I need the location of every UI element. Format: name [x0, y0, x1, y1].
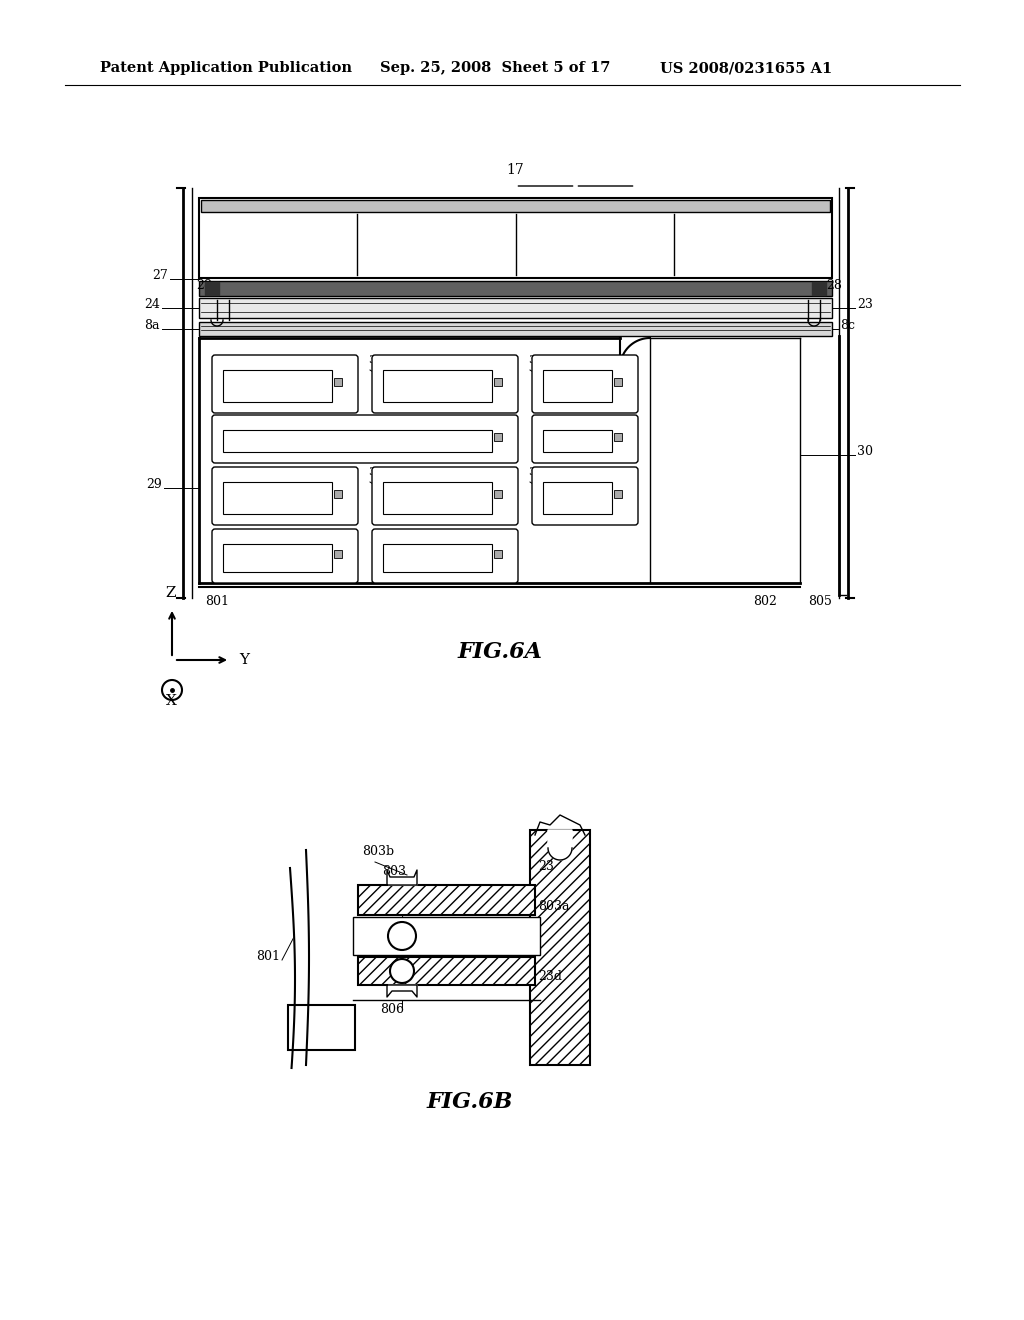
Bar	[223, 482, 332, 513]
Bar	[494, 378, 502, 385]
Text: 31: 31	[528, 355, 543, 366]
Bar	[223, 544, 332, 572]
Text: 29: 29	[146, 478, 162, 491]
Text: 31: 31	[368, 467, 382, 477]
Bar	[383, 544, 492, 572]
Polygon shape	[205, 282, 219, 294]
Text: ~: ~	[375, 366, 384, 375]
Bar	[614, 490, 622, 498]
Polygon shape	[387, 870, 417, 884]
Bar	[383, 482, 492, 513]
Text: 31: 31	[528, 467, 543, 477]
Text: 28: 28	[196, 279, 212, 292]
Bar	[543, 370, 612, 403]
Bar	[614, 378, 622, 385]
Text: FIG.6B: FIG.6B	[427, 1092, 513, 1113]
Text: 806: 806	[380, 1003, 404, 1016]
Text: 31a: 31a	[217, 467, 238, 477]
Bar	[543, 430, 612, 451]
Text: 801: 801	[205, 595, 229, 609]
Bar	[201, 201, 830, 213]
Bar	[353, 917, 540, 954]
Text: 23: 23	[538, 861, 554, 873]
Bar	[199, 281, 831, 296]
Text: 28: 28	[826, 279, 842, 292]
Text: 27: 27	[153, 269, 168, 282]
Text: 801: 801	[256, 950, 280, 964]
Text: 805: 805	[808, 595, 831, 609]
Bar	[358, 884, 535, 915]
Text: 17: 17	[507, 162, 524, 177]
FancyBboxPatch shape	[372, 355, 518, 413]
Bar	[383, 370, 492, 403]
Bar	[334, 490, 342, 498]
FancyBboxPatch shape	[212, 467, 358, 525]
Bar	[334, 550, 342, 558]
Bar	[223, 430, 492, 451]
FancyBboxPatch shape	[372, 529, 518, 583]
Text: FIG.6A: FIG.6A	[458, 642, 543, 663]
Polygon shape	[290, 850, 309, 1068]
Polygon shape	[548, 830, 572, 861]
Text: 23: 23	[857, 298, 872, 312]
FancyBboxPatch shape	[532, 414, 638, 463]
Bar	[288, 1005, 355, 1049]
Text: Sep. 25, 2008  Sheet 5 of 17: Sep. 25, 2008 Sheet 5 of 17	[380, 61, 610, 75]
Text: 30: 30	[857, 445, 873, 458]
Text: 24: 24	[144, 298, 160, 312]
Text: Z: Z	[166, 586, 176, 601]
Bar	[494, 433, 502, 441]
Text: 802: 802	[753, 595, 777, 609]
Text: 8c: 8c	[840, 319, 855, 333]
FancyBboxPatch shape	[212, 529, 358, 583]
Bar	[494, 490, 502, 498]
Bar	[614, 433, 622, 441]
Bar	[199, 298, 831, 318]
Text: 8a: 8a	[144, 319, 160, 333]
FancyBboxPatch shape	[532, 355, 638, 413]
FancyBboxPatch shape	[212, 355, 358, 413]
Bar	[223, 370, 332, 403]
Text: Y: Y	[239, 653, 249, 667]
Bar	[334, 378, 342, 385]
Text: 803a: 803a	[538, 900, 569, 913]
Text: X: X	[166, 694, 176, 708]
FancyBboxPatch shape	[212, 414, 518, 463]
Text: 23d: 23d	[538, 970, 562, 983]
FancyBboxPatch shape	[372, 467, 518, 525]
Bar	[199, 198, 831, 279]
Text: US 2008/0231655 A1: US 2008/0231655 A1	[660, 61, 833, 75]
Circle shape	[390, 960, 414, 983]
FancyBboxPatch shape	[532, 467, 638, 525]
Text: 31b: 31b	[217, 355, 239, 366]
Text: ~: ~	[375, 477, 384, 487]
Text: 803: 803	[382, 865, 406, 878]
Text: 31: 31	[368, 355, 382, 366]
Bar	[530, 830, 590, 1065]
Polygon shape	[387, 985, 417, 997]
Text: Patent Application Publication: Patent Application Publication	[100, 61, 352, 75]
Bar	[358, 957, 535, 985]
Bar	[543, 482, 612, 513]
Bar	[199, 322, 831, 337]
Bar	[494, 550, 502, 558]
Polygon shape	[812, 282, 826, 294]
Text: 31d: 31d	[435, 422, 457, 432]
Circle shape	[388, 921, 416, 950]
Text: 803b: 803b	[362, 845, 394, 858]
